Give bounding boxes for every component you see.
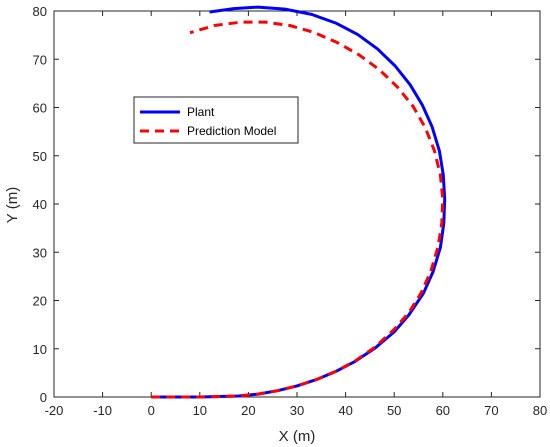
x-tick-label: 50 [387,403,401,418]
y-tick-label: 0 [40,390,47,405]
axes: -20 -10 0 10 20 30 40 50 60 70 80 0 10 20 30 40 50 60 70 80 [33,4,548,418]
legend-label: Plant [187,105,215,119]
x-axis-label: X (m) [279,428,316,445]
y-tick-label: 50 [33,149,47,164]
y-tick-label: 70 [33,52,47,67]
x-tick-label: 10 [193,403,207,418]
x-tick-label: 0 [148,403,155,418]
y-tick-label: 60 [33,101,47,116]
y-tick-label: 20 [33,294,47,309]
y-tick-label: 30 [33,245,47,260]
x-tick-label: 60 [436,403,450,418]
axes-box [53,10,541,398]
x-tick-label: -10 [93,403,112,418]
legend-box [133,96,299,144]
x-tick-label: -20 [45,403,64,418]
x-tick-label: 70 [484,403,498,418]
y-tick-label: 40 [33,197,47,212]
x-tick-label: 30 [290,403,304,418]
x-tick-label: 20 [241,403,255,418]
series-lines [151,5,447,399]
x-tick-label: 80 [533,403,547,418]
y-tick-label: 10 [33,342,47,357]
legend-label: Prediction Model [187,124,276,138]
series-line-prediction-model [151,20,445,399]
legend: Plant Prediction Model [133,96,299,144]
series-line-plant [151,5,447,399]
y-axis-label: Y (m) [4,187,21,223]
x-tick-label: 40 [338,403,352,418]
y-tick-label: 80 [33,4,47,19]
